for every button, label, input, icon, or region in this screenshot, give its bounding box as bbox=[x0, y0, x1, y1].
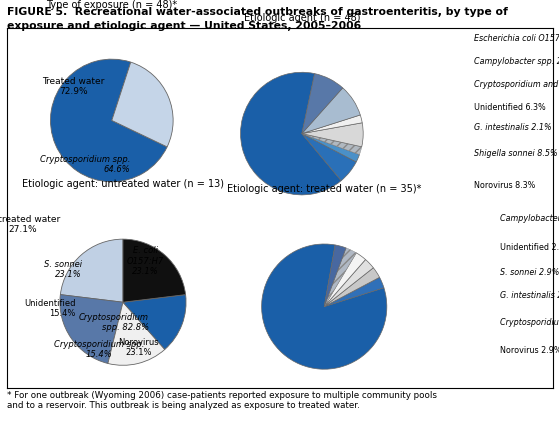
Text: Campylobacter spp. 2.9%: Campylobacter spp. 2.9% bbox=[500, 215, 559, 223]
Wedge shape bbox=[123, 295, 186, 350]
Wedge shape bbox=[50, 59, 167, 182]
Text: Etiologic agent: untreated water (n = 13): Etiologic agent: untreated water (n = 13… bbox=[22, 179, 224, 189]
Text: Cryptosporidium
spp. 82.8%: Cryptosporidium spp. 82.8% bbox=[79, 313, 149, 332]
Text: Etiologic agent: treated water (n = 35)*: Etiologic agent: treated water (n = 35)* bbox=[227, 184, 421, 194]
Text: Campylobacter spp. 2.1%: Campylobacter spp. 2.1% bbox=[473, 57, 559, 66]
Text: Etiologic agent (n = 48): Etiologic agent (n = 48) bbox=[244, 13, 360, 23]
Wedge shape bbox=[324, 277, 384, 307]
Wedge shape bbox=[324, 245, 346, 307]
Wedge shape bbox=[302, 88, 361, 134]
Text: Treated water
72.9%: Treated water 72.9% bbox=[42, 77, 105, 96]
Wedge shape bbox=[324, 268, 380, 307]
Wedge shape bbox=[60, 295, 123, 364]
Text: Norovirus 2.9%: Norovirus 2.9% bbox=[500, 346, 559, 355]
Text: S. sonnei 2.9%: S. sonnei 2.9% bbox=[500, 268, 559, 277]
Text: Cryptosporidium and Giardia spp. 2.9%: Cryptosporidium and Giardia spp. 2.9% bbox=[500, 318, 559, 327]
Text: Norovirus 8.3%: Norovirus 8.3% bbox=[473, 181, 535, 190]
Text: Escherichia coli O157:H7 6.3%: Escherichia coli O157:H7 6.3% bbox=[473, 34, 559, 43]
Text: G. intestinalis 2.9%: G. intestinalis 2.9% bbox=[500, 291, 559, 300]
Wedge shape bbox=[302, 134, 359, 162]
Text: Unidentified 6.3%: Unidentified 6.3% bbox=[473, 103, 546, 112]
Wedge shape bbox=[123, 239, 186, 302]
Wedge shape bbox=[262, 244, 387, 369]
Wedge shape bbox=[324, 260, 373, 307]
Text: G. intestinalis 2.1%: G. intestinalis 2.1% bbox=[473, 123, 551, 132]
Text: Cryptosporidium spp.
15.4%: Cryptosporidium spp. 15.4% bbox=[54, 340, 144, 359]
Wedge shape bbox=[302, 115, 362, 134]
Text: Unidentified
15.4%: Unidentified 15.4% bbox=[24, 299, 75, 318]
Wedge shape bbox=[324, 248, 356, 307]
Text: Cryptosporidium and Giardia spp. 2.1%: Cryptosporidium and Giardia spp. 2.1% bbox=[473, 80, 559, 89]
Wedge shape bbox=[324, 253, 366, 307]
Wedge shape bbox=[302, 123, 363, 147]
Wedge shape bbox=[302, 134, 356, 180]
Wedge shape bbox=[112, 62, 173, 147]
Text: Untreated water
27.1%: Untreated water 27.1% bbox=[0, 215, 60, 234]
Wedge shape bbox=[302, 134, 362, 155]
Text: * For one outbreak (Wyoming 2006) case-patients reported exposure to multiple co: * For one outbreak (Wyoming 2006) case-p… bbox=[7, 391, 437, 410]
Wedge shape bbox=[60, 239, 123, 302]
Text: FIGURE 5.  Recreational water-associated outbreaks of gastroenteritis, by type o: FIGURE 5. Recreational water-associated … bbox=[7, 7, 508, 17]
Text: S. sonnei
23.1%: S. sonnei 23.1% bbox=[44, 260, 82, 279]
Text: Cryptosporidium spp.
64.6%: Cryptosporidium spp. 64.6% bbox=[40, 155, 130, 174]
Text: Type of exposure (n = 48)*: Type of exposure (n = 48)* bbox=[46, 0, 177, 10]
Wedge shape bbox=[302, 74, 343, 134]
Text: Shigella sonnei 8.5%: Shigella sonnei 8.5% bbox=[473, 149, 557, 158]
Wedge shape bbox=[108, 302, 165, 365]
Wedge shape bbox=[240, 72, 341, 195]
Text: Norovirus
23.1%: Norovirus 23.1% bbox=[119, 338, 159, 357]
Text: E. coli
O157:H7
23.1%: E. coli O157:H7 23.1% bbox=[126, 246, 164, 276]
Text: Unidentified 2.9%: Unidentified 2.9% bbox=[500, 243, 559, 251]
Text: exposure and etiologic agent — United States, 2005–2006: exposure and etiologic agent — United St… bbox=[7, 21, 361, 31]
